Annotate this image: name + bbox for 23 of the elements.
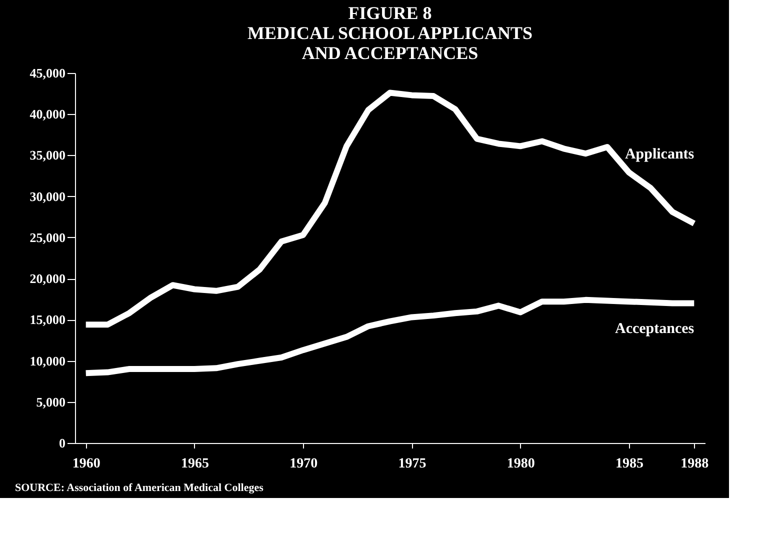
x-tick-label: 1970 [290,456,318,472]
y-tick-label: 15,000 [30,312,66,328]
text: AND ACCEPTANCES [302,43,478,63]
source-note: SOURCE: Association of American Medical Colleges [15,482,264,494]
x-tick-label: 1988 [680,456,709,472]
x-tick-label: 1965 [180,456,209,472]
y-tick-label: 30,000 [30,188,66,204]
y-tick-label: 35,000 [30,148,66,163]
y-tick-label: 0 [59,436,66,450]
text: MEDICAL SCHOOL APPLICANTS [247,23,533,43]
text: FIGURE 8 [348,3,432,23]
x-tick-label: 1980 [506,456,535,472]
series-label: Applicants [624,146,694,162]
x-tick-label: 1975 [398,456,426,472]
y-tick-label: 45,000 [30,66,66,80]
x-tick-label: 1960 [72,456,100,472]
y-tick-label: 5,000 [36,394,66,410]
y-tick-label: 40,000 [30,106,66,122]
y-tick-label: 25,000 [30,230,66,245]
y-tick-label: 20,000 [30,271,66,286]
series-label: Acceptances [614,321,694,338]
y-tick-label: 10,000 [30,353,66,368]
x-tick-label: 1985 [615,456,644,472]
